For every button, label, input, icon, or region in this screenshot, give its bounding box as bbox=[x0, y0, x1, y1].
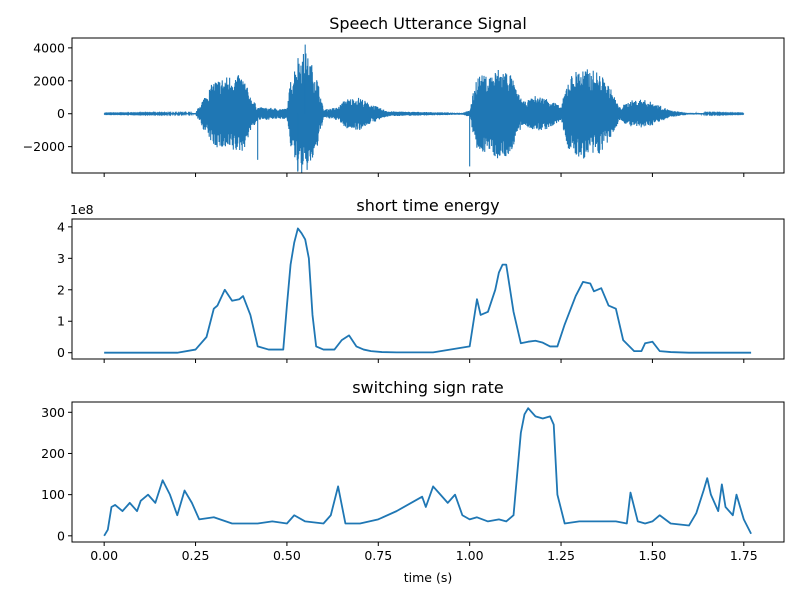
sign-rate-title: switching sign rate bbox=[352, 378, 504, 397]
xtick-label: 0.50 bbox=[273, 548, 301, 563]
energy-ytick-label: 0 bbox=[57, 345, 65, 360]
energy-title: short time energy bbox=[356, 196, 499, 215]
sign-rate-ytick-label: 300 bbox=[41, 405, 65, 420]
energy-ytick-label: 3 bbox=[57, 251, 65, 266]
xtick-label: 1.50 bbox=[638, 548, 666, 563]
sign-rate-ytick-label: 100 bbox=[41, 487, 65, 502]
waveform-frame bbox=[71, 37, 785, 174]
energy-ytick-label: 4 bbox=[57, 219, 65, 234]
xtick-label: 0.75 bbox=[364, 548, 392, 563]
waveform-panel: Speech Utterance Signal −2000 0 2000 4000 bbox=[23, 14, 785, 177]
waveform-ytick-label: 4000 bbox=[33, 40, 65, 55]
sign-rate-series-line bbox=[103, 407, 752, 537]
xtick-label: 1.00 bbox=[456, 548, 484, 563]
sign-rate-plot-area bbox=[103, 407, 752, 537]
xtick-label: 1.25 bbox=[547, 548, 575, 563]
sign-rate-frame bbox=[71, 401, 785, 543]
waveform-series-line bbox=[103, 53, 745, 173]
energy-series-line bbox=[104, 227, 752, 354]
energy-ytick-label: 1 bbox=[57, 314, 65, 329]
energy-scale-label: 1e8 bbox=[70, 202, 94, 217]
waveform-plot-area bbox=[103, 44, 745, 173]
waveform-title: Speech Utterance Signal bbox=[329, 14, 527, 33]
xtick-label: 0.00 bbox=[90, 548, 118, 563]
xtick-label: 1.75 bbox=[730, 548, 758, 563]
energy-panel: short time energy 1e8 0 1 2 3 4 bbox=[57, 196, 785, 363]
waveform-ytick-label: 2000 bbox=[33, 73, 65, 88]
x-axis-label: time (s) bbox=[404, 570, 452, 585]
energy-plot-area bbox=[104, 227, 752, 354]
waveform-ytick-label: −2000 bbox=[23, 139, 65, 154]
sign-rate-panel: switching sign rate time (s) 0 100 200 300 0… bbox=[41, 378, 785, 585]
energy-ytick-label: 2 bbox=[57, 282, 65, 297]
waveform-ytick-label: 0 bbox=[57, 106, 65, 121]
sign-rate-ytick-label: 200 bbox=[41, 446, 65, 461]
sign-rate-ytick-label: 0 bbox=[57, 528, 65, 543]
energy-frame bbox=[71, 218, 785, 360]
xtick-label: 0.25 bbox=[182, 548, 210, 563]
